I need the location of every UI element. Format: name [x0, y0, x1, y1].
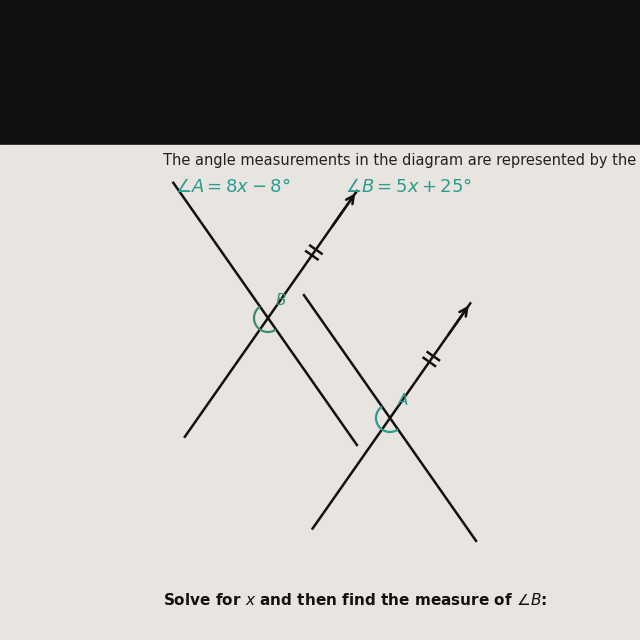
- Text: B: B: [276, 293, 287, 308]
- Bar: [0, 145, 640, 640]
- Bar: [0, 0, 640, 145]
- Text: $\angle A = 8x - 8°$: $\angle A = 8x - 8°$: [175, 178, 291, 196]
- Text: $\angle B = 5x + 25°$: $\angle B = 5x + 25°$: [345, 178, 472, 196]
- Text: The angle measurements in the diagram are represented by the followin: The angle measurements in the diagram ar…: [163, 153, 640, 168]
- Text: Solve for $x$ and then find the measure of $\angle B$:: Solve for $x$ and then find the measure …: [163, 592, 547, 608]
- Text: A: A: [398, 393, 408, 408]
